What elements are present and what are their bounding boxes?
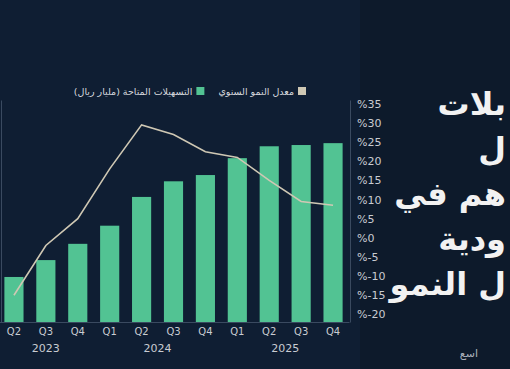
x-tick: Q3 [39, 322, 53, 337]
legend-swatch [196, 87, 204, 95]
chart-svg: Q2 Q3 Q4 Q1 Q2 Q3 Q4 Q1 Q2 Q3 Q4 2023 2024 2025 %35 %30… [0, 0, 510, 369]
legend: معدل النمو السنوي التسهيلات المتاحة (مليا… [74, 86, 306, 97]
y-tick-label: %15 [357, 174, 381, 187]
y-tick: %-15 [350, 289, 385, 302]
y-tick: %-5 [350, 251, 378, 264]
bar [100, 226, 119, 322]
title-line: هم في [394, 175, 506, 213]
y-axis: %35 %30 %25 %20 %15 %10 %5 %0 %-5 %-10 %-15 %-20 [350, 98, 385, 323]
x-tick-label: Q4 [71, 326, 85, 337]
x-tick-label: Q2 [134, 326, 148, 337]
x-tick: Q3 [166, 322, 180, 337]
x-tick: Q2 [134, 322, 148, 337]
y-tick-label: %-20 [357, 308, 385, 321]
y-tick: %-20 [350, 308, 385, 321]
y-tick: %-10 [350, 270, 385, 283]
legend-swatch [298, 87, 306, 95]
x-axis-line [0, 322, 350, 323]
x-tick: Q4 [71, 322, 85, 337]
y-tick: %10 [350, 194, 381, 207]
title-line: ل [478, 130, 506, 168]
chart-container: Q2 Q3 Q4 Q1 Q2 Q3 Q4 Q1 Q2 Q3 Q4 2023 2024 2025 %35 %30… [0, 0, 510, 369]
line [14, 125, 333, 295]
bar [292, 145, 311, 322]
x-tick-label: Q3 [39, 326, 53, 337]
y-tick-label: %25 [357, 136, 381, 149]
x-tick-label: Q2 [262, 326, 276, 337]
background [0, 0, 510, 369]
x-tick: Q1 [103, 322, 117, 337]
x-tick: Q3 [294, 322, 308, 337]
x-tick-label: Q3 [294, 326, 308, 337]
title-line: ل النمو [388, 265, 506, 303]
y-tick-label: %5 [357, 213, 374, 226]
y-tick-label: %-10 [357, 270, 385, 283]
y-tick: %25 [350, 136, 381, 149]
bar [36, 260, 55, 322]
bar [68, 244, 87, 322]
x-tick: Q4 [326, 322, 340, 337]
x-tick: Q4 [198, 322, 212, 337]
x-tick: Q1 [230, 322, 244, 337]
x-tick-label: Q1 [230, 326, 244, 337]
bar [132, 197, 151, 322]
x-axis: Q2 Q3 Q4 Q1 Q2 Q3 Q4 Q1 Q2 Q3 Q4 [0, 322, 350, 337]
title: بلات ل هم في ودية ل النمو [388, 85, 506, 303]
y-tick-label: %10 [357, 194, 381, 207]
y-tick-label: %20 [357, 155, 381, 168]
x-tick-label: Q3 [166, 326, 180, 337]
x-group-labels: 2023 2024 2025 [32, 342, 299, 355]
y-tick: %15 [350, 174, 381, 187]
y-tick-label: %0 [357, 232, 374, 245]
x-group-label: 2023 [32, 342, 60, 355]
y2-axis [1, 101, 2, 323]
bar [164, 181, 183, 322]
y-tick: %0 [350, 232, 374, 245]
title-line: بلات [438, 85, 506, 123]
x-group-label: 2024 [144, 342, 172, 355]
y-tick-label: %35 [357, 98, 381, 111]
bar [228, 158, 247, 322]
bar [260, 146, 279, 322]
y-tick-label: %30 [357, 117, 381, 130]
title-line: ودية [438, 220, 506, 258]
y-tick: %35 [350, 98, 381, 111]
x-tick: Q2 [7, 322, 21, 337]
x-tick-label: Q1 [103, 326, 117, 337]
y-axis-line [350, 101, 351, 323]
y-tick: %5 [350, 213, 374, 226]
legend-label: التسهيلات المتاحة (مليار ريال) [74, 86, 193, 97]
bar [323, 143, 342, 322]
x-tick-label: Q4 [198, 326, 212, 337]
y2-axis-line [1, 101, 2, 323]
subtitle: اسع [460, 347, 478, 360]
x-tick: Q2 [262, 322, 276, 337]
bar [196, 175, 215, 322]
y-tick: %30 [350, 117, 381, 130]
x-group-label: 2025 [271, 342, 299, 355]
y-tick-label: %-15 [357, 289, 385, 302]
x-tick-label: Q4 [326, 326, 340, 337]
background-panel [0, 0, 360, 369]
x-tick-label: Q2 [7, 326, 21, 337]
plot-area [4, 125, 342, 322]
y-tick: %20 [350, 155, 381, 168]
y-tick-label: %-5 [357, 251, 378, 264]
legend-label: معدل النمو السنوي [218, 86, 294, 97]
